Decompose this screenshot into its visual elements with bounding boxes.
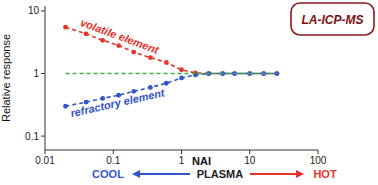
point <box>84 31 89 36</box>
cool-arrow <box>136 173 190 175</box>
x-tick <box>249 150 250 154</box>
badge-label: LA-ICP-MS <box>302 13 364 27</box>
point <box>179 76 184 81</box>
series-line <box>66 27 277 73</box>
cool-label: COOL <box>92 168 124 180</box>
y-tick-label: 10 <box>28 5 40 16</box>
series-labels: volatile element refractory element <box>69 16 167 119</box>
y-tick <box>41 136 45 137</box>
series-label: refractory element <box>69 86 167 119</box>
y-tick <box>41 10 45 11</box>
point <box>116 43 121 48</box>
x-tick <box>45 150 46 154</box>
y-axis <box>45 6 46 150</box>
x-tick <box>318 150 319 154</box>
y-tick <box>41 73 45 74</box>
y-tick-label: 1 <box>33 68 39 79</box>
series-line <box>66 73 277 75</box>
badge-box <box>291 3 374 35</box>
x-axis-label: NAI <box>192 155 211 167</box>
point <box>179 67 184 72</box>
point <box>164 81 169 86</box>
x-tick-label: 10 <box>244 155 256 166</box>
x-tick-label: 1 <box>179 155 185 166</box>
x-tick <box>113 150 114 154</box>
y-axis-label: Relative response <box>0 34 12 122</box>
hot-label: HOT <box>313 168 337 180</box>
chart: 0.01 0.1 1 10 100 0.1 1 10 Relative response NAI v… <box>0 0 378 185</box>
point <box>63 25 68 30</box>
x-tick-label: 0.1 <box>106 155 120 166</box>
plasma-label: PLASMA <box>197 168 244 180</box>
point <box>164 60 169 65</box>
x-tick-label: 0.01 <box>35 155 55 166</box>
series-label: volatile element <box>79 16 162 56</box>
y-tick-label: 0.1 <box>25 131 39 142</box>
point <box>63 104 68 109</box>
point <box>131 50 136 55</box>
plot-area <box>63 25 279 109</box>
x-tick <box>181 150 182 154</box>
point <box>100 38 105 43</box>
point <box>148 55 153 60</box>
hot-arrow <box>250 173 300 175</box>
x-tick-label: 100 <box>310 155 327 166</box>
